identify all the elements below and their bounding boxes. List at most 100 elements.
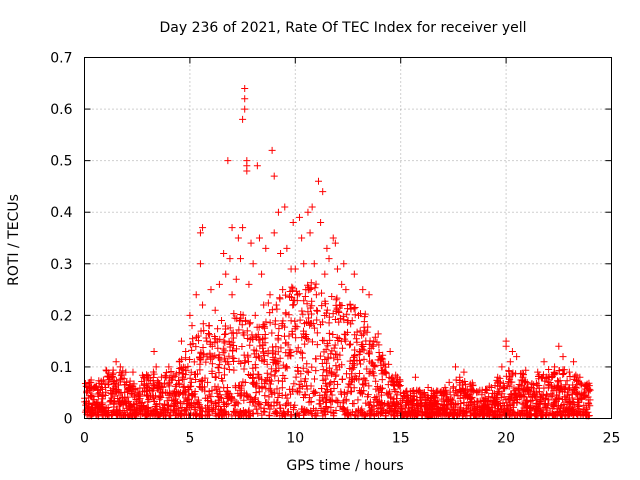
data-point	[380, 368, 388, 376]
data-point	[220, 337, 228, 345]
data-point	[167, 390, 175, 398]
data-point	[272, 301, 280, 309]
data-point	[214, 325, 222, 333]
data-point	[370, 372, 378, 380]
data-point	[191, 404, 199, 412]
data-point	[119, 367, 127, 375]
data-point	[378, 391, 386, 399]
data-point	[333, 265, 341, 273]
data-point	[551, 396, 559, 404]
data-point	[311, 388, 319, 396]
data-point	[569, 381, 577, 389]
data-point	[524, 386, 532, 394]
data-point	[258, 270, 266, 278]
data-point	[299, 407, 307, 415]
data-point	[307, 310, 315, 318]
data-point	[505, 367, 513, 375]
data-point	[208, 342, 216, 350]
data-point	[245, 280, 253, 288]
data-point	[230, 310, 238, 318]
data-point	[300, 393, 308, 401]
data-point	[492, 393, 500, 401]
data-point	[432, 398, 440, 406]
data-point	[205, 411, 213, 419]
data-point	[473, 411, 481, 419]
data-point	[220, 249, 228, 257]
data-point	[297, 377, 305, 385]
data-point	[362, 377, 370, 385]
data-point	[288, 286, 296, 294]
data-point	[377, 385, 385, 393]
data-point	[346, 340, 354, 348]
data-point	[114, 389, 122, 397]
data-point	[234, 234, 242, 242]
data-point	[186, 311, 194, 319]
data-point	[144, 404, 152, 412]
data-point	[453, 411, 461, 419]
data-point	[525, 390, 533, 398]
data-point	[304, 368, 312, 376]
data-point	[267, 371, 275, 379]
data-point	[470, 399, 478, 407]
data-point	[586, 386, 594, 394]
data-point	[386, 388, 394, 396]
data-point	[255, 352, 263, 360]
data-point	[221, 339, 229, 347]
data-point	[350, 270, 358, 278]
data-point	[328, 347, 336, 355]
data-point	[366, 368, 374, 376]
data-point	[414, 407, 422, 415]
data-point	[311, 375, 319, 383]
data-point	[232, 384, 240, 392]
data-point	[318, 289, 326, 297]
data-point	[261, 392, 269, 400]
x-tick-label: 0	[80, 431, 89, 447]
data-point	[569, 398, 577, 406]
data-point	[103, 367, 111, 375]
data-point	[204, 378, 212, 386]
data-point	[144, 374, 152, 382]
data-point	[527, 384, 535, 392]
y-axis-label: ROTI / TECUs	[6, 194, 22, 286]
data-point	[243, 390, 251, 398]
data-point	[300, 297, 308, 305]
data-point	[545, 366, 553, 374]
data-point	[304, 308, 312, 316]
data-point	[355, 376, 363, 384]
data-point	[309, 320, 317, 328]
data-point	[439, 406, 447, 414]
data-point	[353, 328, 361, 336]
data-point	[238, 321, 246, 329]
data-point	[199, 320, 207, 328]
data-point	[342, 337, 350, 345]
data-point	[333, 294, 341, 302]
data-point	[156, 395, 164, 403]
data-point	[95, 379, 103, 387]
data-point	[486, 406, 494, 414]
data-point	[211, 352, 219, 360]
data-point	[308, 338, 316, 346]
data-point	[229, 407, 237, 415]
data-point	[267, 402, 275, 410]
data-point	[289, 406, 297, 414]
data-point	[365, 348, 373, 356]
data-point	[94, 410, 102, 418]
data-point	[312, 291, 320, 299]
data-point	[301, 390, 309, 398]
data-point	[278, 384, 286, 392]
data-point	[331, 341, 339, 349]
data-point	[429, 406, 437, 414]
data-point	[278, 320, 286, 328]
data-point	[225, 352, 233, 360]
data-point	[294, 344, 302, 352]
data-point	[339, 405, 347, 413]
data-point	[378, 384, 386, 392]
data-point	[219, 349, 227, 357]
data-point	[474, 388, 482, 396]
data-point	[186, 374, 194, 382]
data-point	[177, 337, 185, 345]
data-point	[422, 395, 430, 403]
data-point	[564, 391, 572, 399]
data-point	[241, 95, 249, 103]
data-point	[517, 370, 525, 378]
